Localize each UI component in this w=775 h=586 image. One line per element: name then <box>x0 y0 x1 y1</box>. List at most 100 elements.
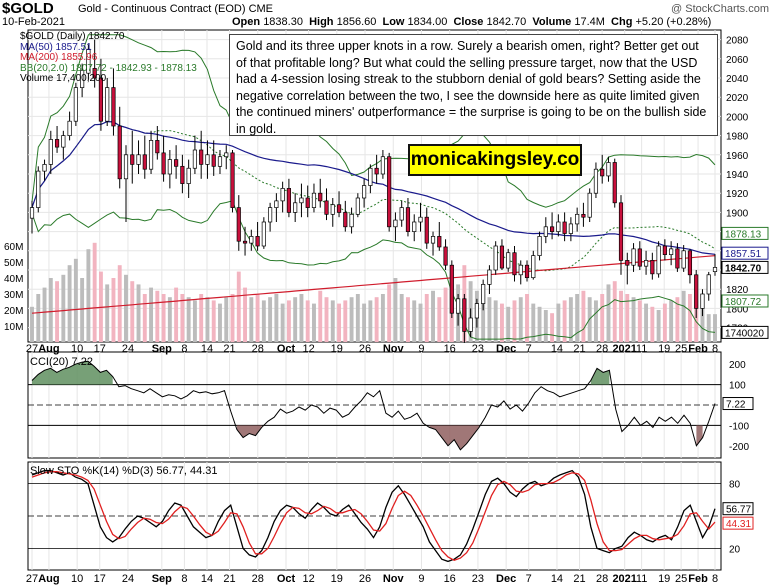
volume-bar <box>293 297 298 342</box>
x-tick-label: 14 <box>551 343 563 355</box>
open-value: 1838.30 <box>263 16 303 28</box>
candle-body <box>155 140 160 154</box>
volume-bar <box>343 300 348 342</box>
cci-label: CCI(20) 7.22 <box>30 356 93 368</box>
volume-bar <box>650 306 655 342</box>
bb-lower-line <box>31 200 716 340</box>
x-tick-label: 2021 <box>612 343 636 355</box>
volume-bar <box>374 297 379 342</box>
volume-bar <box>324 297 329 342</box>
volume-bar <box>406 297 410 342</box>
x-tick-label: 25 <box>675 343 687 355</box>
volume-axis-label: 10M <box>4 322 23 333</box>
x-tick-label: 11 <box>636 573 647 585</box>
cci-overbought-fill <box>32 361 113 385</box>
cci-axis-label: 200 <box>729 360 746 371</box>
candle-body <box>568 223 573 234</box>
volume-bar <box>393 278 398 342</box>
volume-bar <box>681 290 686 342</box>
cci-value-box <box>722 397 754 411</box>
volume-bar <box>230 294 235 342</box>
x-tick-label: 8 <box>181 343 187 355</box>
legend-ma200: MA(200) 1855.96 <box>20 52 98 63</box>
candle-body <box>142 154 147 170</box>
candle-body <box>324 200 329 215</box>
candle-body <box>286 188 291 213</box>
volume-bar <box>312 303 316 342</box>
x-tick-label: 8 <box>181 573 187 585</box>
candle-body <box>387 156 392 228</box>
candle-body <box>374 167 379 175</box>
volume-bar <box>412 300 417 342</box>
ohlc-readout: Open 1838.30 High 1856.60 Low 1834.00 Cl… <box>232 16 711 28</box>
volume-bar <box>61 274 66 342</box>
x-tick-label: 12 <box>302 343 314 355</box>
price-marker-box <box>721 260 769 274</box>
candle-body <box>618 202 624 261</box>
volume-label: Volume <box>532 16 572 28</box>
candle-body <box>205 154 210 165</box>
x-tick-label: 10 <box>71 343 83 355</box>
cci-oversold-fill <box>696 425 703 446</box>
volume-bar <box>543 310 548 342</box>
volume-bar <box>493 300 498 342</box>
volume-bar <box>713 314 717 342</box>
candle-body <box>637 248 642 267</box>
volume-bar <box>581 290 586 342</box>
candle-body <box>174 159 179 167</box>
x-tick-label: Nov <box>383 573 405 585</box>
x-tick-label: 21 <box>223 343 235 355</box>
bb-upper-line <box>31 34 716 208</box>
candle-body <box>29 207 35 219</box>
candle-body <box>268 207 273 223</box>
candle-body <box>261 221 266 247</box>
x-tick-label: 21 <box>573 573 585 585</box>
sto-k-value-box <box>722 502 754 516</box>
cci-axis-label: -200 <box>729 442 749 453</box>
candle-body <box>380 156 385 175</box>
candle-body <box>211 154 216 167</box>
candle-body <box>581 213 586 218</box>
candle-body <box>192 149 197 169</box>
candle-body <box>631 248 636 266</box>
price-marker-box <box>721 294 769 308</box>
exchange-label: CME <box>248 3 274 15</box>
legend-price: $GOLD (Daily) 1842.70 <box>20 31 125 42</box>
volume-axis-label: 20M <box>4 306 23 317</box>
volume-bar <box>180 294 185 342</box>
volume-bar <box>186 297 191 342</box>
price-axis-label: 2060 <box>726 55 749 66</box>
volume-bar <box>568 297 573 342</box>
volume-bar <box>218 303 222 342</box>
candle-body <box>405 207 411 232</box>
volume-bar <box>625 294 630 342</box>
candle-body <box>481 284 486 304</box>
candle-body <box>662 245 667 255</box>
candle-body <box>643 260 649 267</box>
candle-body <box>443 246 448 266</box>
volume-bar <box>556 303 561 342</box>
close-value: 1842.70 <box>486 16 527 28</box>
x-tick-label: 8 <box>712 343 718 355</box>
x-tick-label: Sep <box>152 343 172 355</box>
volume-axis-label: 50M <box>4 258 23 269</box>
candle-body <box>531 255 536 279</box>
volume-bar <box>236 271 241 342</box>
candle-body <box>462 298 467 332</box>
x-tick-label: 19 <box>658 343 670 355</box>
x-tick-label: Dec <box>496 573 516 585</box>
candle-body <box>424 216 429 244</box>
ticker-symbol: $GOLD <box>2 0 54 17</box>
candle-body <box>600 168 605 177</box>
cci-axis-label: 100 <box>729 381 746 392</box>
candle-body <box>161 152 166 175</box>
volume-bar <box>330 300 335 342</box>
candle-body <box>274 200 279 208</box>
price-axis-label: 1920 <box>726 189 749 200</box>
candle-body <box>123 154 129 180</box>
volume-bar <box>136 284 141 342</box>
volume-bar <box>274 294 279 342</box>
volume-bar <box>675 297 680 342</box>
candle-body <box>499 245 505 269</box>
volume-bar <box>261 300 266 342</box>
